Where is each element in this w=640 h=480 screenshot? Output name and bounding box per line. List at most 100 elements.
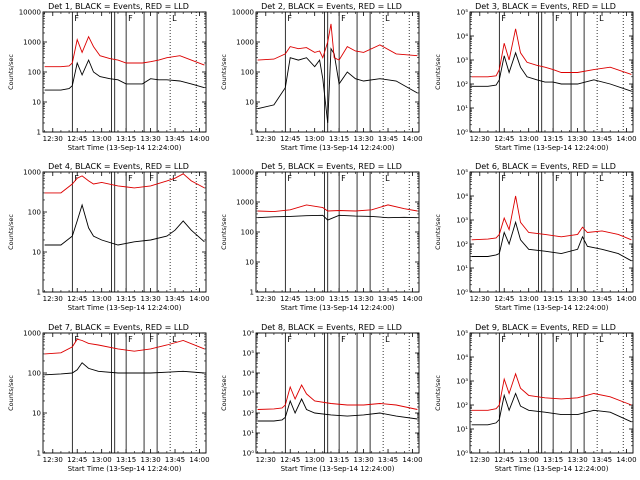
x-tick-label: 12:30 xyxy=(256,295,276,303)
plot-frame xyxy=(255,11,420,133)
y-tick-label: 1000 xyxy=(23,169,41,177)
panel-title: Det 9, BLACK = Events, RED = LLD xyxy=(475,323,616,332)
series-lld-line xyxy=(471,195,632,241)
y-axis-label: Counts/sec xyxy=(434,214,442,250)
x-tick-label: 13:00 xyxy=(305,135,325,143)
series-lld-line xyxy=(471,28,632,78)
x-tick-label: 13:45 xyxy=(378,135,398,143)
marker-label: L xyxy=(385,14,390,23)
marker-label: L xyxy=(599,335,604,344)
x-tick-label: 13:45 xyxy=(165,295,185,303)
x-tick-label: 14:00 xyxy=(616,135,636,143)
x-tick-label: 13:45 xyxy=(165,456,185,464)
series-events-line xyxy=(44,58,205,91)
x-tick-label: 13:30 xyxy=(567,135,587,143)
y-tick-label: 10 xyxy=(32,99,41,107)
x-tick-label: 14:00 xyxy=(402,295,422,303)
y-tick-label: 10⁴ xyxy=(456,33,468,41)
plot-frame xyxy=(255,171,420,293)
panel-det-3: Det 3, BLACK = Events, RED = LLD 10⁰ 10¹ 10… xyxy=(434,2,637,152)
y-tick-label: 10³ xyxy=(242,390,254,398)
x-tick-label: 13:30 xyxy=(353,295,373,303)
x-tick-label: 13:00 xyxy=(92,295,112,303)
y-tick-label: 10 xyxy=(245,99,254,107)
marker-label: F xyxy=(149,174,154,183)
panel-title: Det 4, BLACK = Events, RED = LLD xyxy=(48,162,189,171)
x-tick-label: 12:45 xyxy=(67,135,87,143)
plot-frame xyxy=(42,171,207,293)
x-tick-label: 12:30 xyxy=(470,135,490,143)
x-tick-label: 12:45 xyxy=(280,456,300,464)
x-tick-label: 13:45 xyxy=(592,456,612,464)
y-tick-label: 10¹ xyxy=(456,265,468,273)
marker-label: F xyxy=(555,174,560,183)
y-tick-label: 10⁰ xyxy=(456,129,468,137)
y-tick-label: 1 xyxy=(250,129,254,137)
y-axis-label: Counts/sec xyxy=(220,54,228,90)
x-tick-label: 13:15 xyxy=(116,135,136,143)
y-tick-label: 10² xyxy=(242,410,254,418)
series-lld-line xyxy=(257,384,418,410)
series-lld-line xyxy=(44,35,205,68)
x-tick-label: 12:30 xyxy=(256,135,276,143)
panel-title: Det 2, BLACK = Events, RED = LLD xyxy=(261,2,402,11)
y-tick-label: 100 xyxy=(241,229,254,237)
marker-label: L xyxy=(172,335,177,344)
marker-label: F xyxy=(287,14,292,23)
x-tick-label: 12:30 xyxy=(470,456,490,464)
x-tick-label: 12:30 xyxy=(256,456,276,464)
x-tick-label: 13:30 xyxy=(140,135,160,143)
x-tick-label: 13:00 xyxy=(305,295,325,303)
x-tick-label: 13:15 xyxy=(329,456,349,464)
marker-label: F xyxy=(287,174,292,183)
series-lld-line xyxy=(44,338,205,355)
panel-title: Det 8, BLACK = Events, RED = LLD xyxy=(261,323,402,332)
x-tick-label: 14:00 xyxy=(189,456,209,464)
y-axis-label: Counts/sec xyxy=(434,375,442,411)
panel-title: Det 7, BLACK = Events, RED = LLD xyxy=(48,323,189,332)
series-events-line xyxy=(44,203,205,246)
y-tick-label: 10¹ xyxy=(456,105,468,113)
y-tick-label: 100 xyxy=(28,69,41,77)
x-tick-label: 12:30 xyxy=(43,456,63,464)
y-tick-label: 10⁴ xyxy=(456,354,468,362)
series-events-line xyxy=(257,397,418,422)
x-tick-label: 12:45 xyxy=(494,295,514,303)
x-tick-label: 13:30 xyxy=(353,135,373,143)
series-lld-line xyxy=(257,23,418,61)
y-tick-label: 10² xyxy=(456,81,468,89)
x-axis-label: Start Time (13-Sep-14 12:24:00) xyxy=(68,465,182,473)
y-tick-label: 10³ xyxy=(456,378,468,386)
y-axis-label: Counts/sec xyxy=(220,375,228,411)
y-tick-label: 100 xyxy=(28,370,41,378)
x-tick-label: 14:00 xyxy=(616,456,636,464)
x-axis-label: Start Time (13-Sep-14 12:24:00) xyxy=(281,144,395,152)
marker-label: F xyxy=(341,174,346,183)
y-tick-label: 10000 xyxy=(19,9,41,17)
x-tick-label: 13:45 xyxy=(378,456,398,464)
x-tick-label: 13:00 xyxy=(519,456,539,464)
x-axis-label: Start Time (13-Sep-14 12:24:00) xyxy=(281,465,395,473)
y-tick-label: 10³ xyxy=(456,217,468,225)
x-tick-label: 13:00 xyxy=(519,135,539,143)
y-axis-label: Counts/sec xyxy=(434,54,442,90)
plot-frame xyxy=(42,332,207,454)
y-axis-label: Counts/sec xyxy=(7,375,15,411)
marker-label: F xyxy=(128,335,133,344)
panel-det-7: Det 7, BLACK = Events, RED = LLD 1 10 100 10… xyxy=(7,323,210,473)
panel-det-1: Det 1, BLACK = Events, RED = LLD 1 10 100 10… xyxy=(7,2,210,152)
y-tick-label: 10² xyxy=(456,402,468,410)
marker-label: F xyxy=(149,335,154,344)
x-tick-label: 13:45 xyxy=(592,295,612,303)
y-tick-label: 10⁰ xyxy=(242,450,254,458)
plot-frame xyxy=(469,171,634,293)
panel-title: Det 6, BLACK = Events, RED = LLD xyxy=(475,162,616,171)
panel-det-2: Det 2, BLACK = Events, RED = LLD 1 10 100 10… xyxy=(220,2,423,152)
x-tick-label: 13:30 xyxy=(567,295,587,303)
x-tick-label: 13:15 xyxy=(543,295,563,303)
y-tick-label: 10¹ xyxy=(242,430,254,438)
marker-label: F xyxy=(128,14,133,23)
series-events-line xyxy=(471,220,632,262)
y-tick-label: 10⁶ xyxy=(242,330,254,338)
